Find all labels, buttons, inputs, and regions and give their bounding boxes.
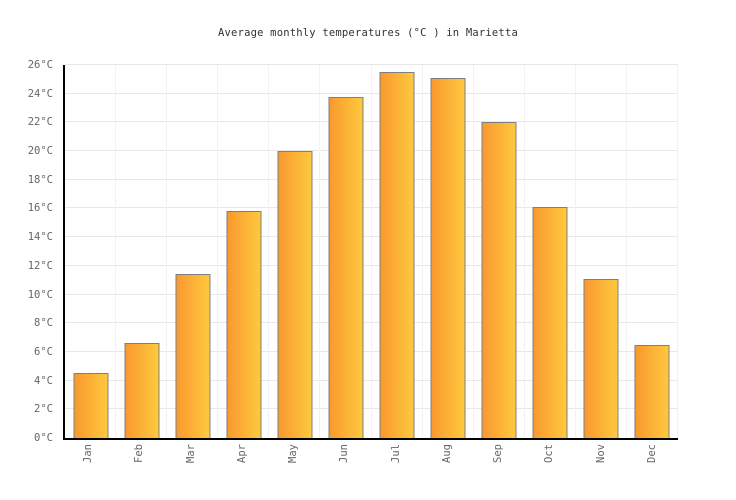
v-gridline-11 (625, 65, 627, 438)
bar-dec (634, 344, 670, 438)
h-gridline-12 (65, 264, 678, 266)
x-tick-label-jun: Jun (338, 444, 351, 463)
bar-nov (583, 278, 619, 438)
v-gridline-3 (217, 65, 219, 438)
y-tick-label-12: 12°C (27, 259, 53, 272)
y-tick-label-0: 0°C (34, 432, 53, 444)
bar-jul (379, 72, 415, 438)
x-tick-label-jul: Jul (389, 444, 402, 463)
y-tick-label-10: 10°C (27, 288, 53, 301)
x-tick-label-apr: Apr (235, 444, 248, 463)
chart-title: Average monthly temperatures (°C ) in Ma… (218, 27, 518, 39)
h-gridline-10 (65, 293, 678, 295)
v-gridline-10 (574, 65, 576, 438)
x-tick-label-feb: Feb (133, 444, 146, 463)
bar-feb (124, 343, 160, 438)
v-gridline-9 (523, 65, 525, 438)
h-gridline-22 (65, 121, 678, 123)
y-tick-label-24: 24°C (27, 87, 53, 100)
h-gridline-2 (65, 408, 678, 410)
bar-jan (73, 373, 109, 438)
x-tick-label-dec: Dec (645, 444, 658, 463)
y-tick-label-26: 26°C (27, 59, 53, 71)
y-tick-label-20: 20°C (27, 145, 53, 158)
v-gridline-5 (319, 65, 321, 438)
y-tick-label-14: 14°C (27, 231, 53, 244)
bar-oct (532, 207, 568, 438)
h-gridline-6 (65, 350, 678, 352)
bar-may (277, 151, 313, 438)
y-tick-label-6: 6°C (34, 345, 53, 358)
bar-jun (328, 96, 364, 438)
h-gridline-18 (65, 178, 678, 180)
bar-mar (175, 274, 211, 438)
x-tick-label-nov: Nov (594, 444, 607, 463)
x-tick-label-jan: Jan (82, 444, 95, 463)
v-gridline-6 (370, 65, 372, 438)
v-gridline-1 (115, 65, 117, 438)
h-gridline-26 (65, 64, 678, 65)
x-tick-label-aug: Aug (440, 444, 453, 463)
x-tick-label-mar: Mar (184, 444, 197, 463)
v-gridline-2 (166, 65, 168, 438)
x-tick-label-may: May (287, 444, 300, 463)
h-gridline-20 (65, 150, 678, 152)
h-gridline-16 (65, 207, 678, 209)
y-tick-label-4: 4°C (34, 374, 53, 387)
bar-aug (430, 77, 466, 438)
bar-sep (481, 122, 517, 438)
y-tick-label-8: 8°C (34, 317, 53, 330)
y-tick-label-22: 22°C (27, 116, 53, 129)
h-gridline-4 (65, 379, 678, 381)
y-tick-label-2: 2°C (34, 403, 53, 416)
v-gridline-8 (472, 65, 474, 438)
plot-area (63, 64, 678, 440)
y-tick-label-18: 18°C (27, 173, 53, 186)
h-gridline-24 (65, 92, 678, 94)
y-tick-label-16: 16°C (27, 202, 53, 215)
v-gridline-4 (268, 65, 270, 438)
v-gridline-7 (421, 65, 423, 438)
v-gridline-12 (677, 65, 678, 438)
x-tick-label-oct: Oct (543, 444, 556, 463)
x-tick-label-sep: Sep (492, 444, 505, 463)
bar-apr (226, 211, 262, 438)
h-gridline-8 (65, 322, 678, 324)
h-gridline-14 (65, 236, 678, 238)
